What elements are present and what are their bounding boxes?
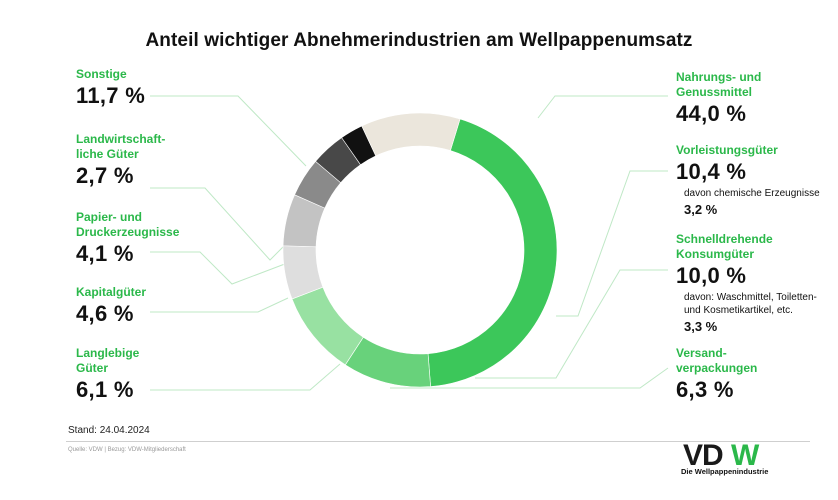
footer-divider: [66, 441, 810, 442]
label-kapitalgueter: Kapitalgüter 4,6 %: [76, 285, 146, 327]
slice-name: Nahrungs- und Genussmittel: [676, 70, 762, 99]
slice-note-value: 3,3 %: [684, 319, 718, 334]
leader-line: [556, 170, 668, 317]
chart-title: Anteil wichtiger Abnehmerindustrien am W…: [145, 30, 693, 51]
label-schnelldrehende-konsumgueter: Schnelldrehende Konsumgüter 10,0 % davon…: [676, 232, 817, 335]
leader-line: [150, 95, 307, 167]
slice-name: Kapitalgüter: [76, 285, 147, 299]
brand-tagline: Die Wellpappenindustrie: [681, 467, 769, 476]
leader-line: [150, 251, 291, 285]
donut-slice: [361, 112, 461, 157]
label-vorleistungsgueter: Vorleistungsgüter 10,4 % davon chemische…: [676, 143, 820, 218]
leader-line: [150, 363, 341, 391]
leader-line: [390, 367, 669, 389]
slice-note: davon: Waschmittel, Toiletten- und Kosme…: [684, 292, 817, 316]
slice-name: Schnelldrehende Konsumgüter: [676, 232, 773, 261]
slice-value: 10,4 %: [676, 159, 747, 184]
slice-value: 6,3 %: [676, 377, 734, 402]
label-langlebige-gueter: Langlebige Güter 6,1 %: [76, 346, 139, 403]
stand-date: Stand: 24.04.2024: [68, 425, 150, 436]
slice-name: Landwirtschaft- liche Güter: [76, 132, 166, 161]
slice-value: 44,0 %: [676, 101, 747, 126]
svg-text:VD: VD: [683, 440, 723, 468]
slice-note-value: 3,2 %: [684, 202, 718, 217]
slice-name: Versand- verpackungen: [676, 346, 758, 375]
label-landwirtschaftliche-gueter: Landwirtschaft- liche Güter 2,7 %: [76, 132, 165, 189]
leader-line: [537, 95, 668, 119]
leader-line: [150, 187, 291, 261]
vdw-logo: VD W: [683, 440, 761, 468]
slice-value: 6,1 %: [76, 377, 134, 402]
leader-line: [150, 297, 289, 313]
source-note: Quelle: VDW | Bezug: VDW-Mitgliederschaf…: [68, 447, 186, 453]
label-versandverpackungen: Versand- verpackungen 6,3 %: [676, 346, 757, 403]
slice-note: davon chemische Erzeugnisse: [684, 188, 820, 199]
slice-name: Langlebige Güter: [76, 346, 140, 375]
label-sonstige: Sonstige 11,7 %: [76, 67, 145, 109]
label-nahrungs-genussmittel: Nahrungs- und Genussmittel 44,0 %: [676, 70, 761, 127]
slice-name: Papier- und Druckerzeugnisse: [76, 210, 180, 239]
slice-value: 10,0 %: [676, 263, 747, 288]
label-papier-druckerzeugnisse: Papier- und Druckerzeugnisse 4,1 %: [76, 210, 179, 267]
slice-value: 2,7 %: [76, 163, 134, 188]
slice-name: Sonstige: [76, 67, 127, 81]
donut-slice: [427, 118, 558, 387]
svg-text:W: W: [731, 440, 760, 468]
slice-value: 4,6 %: [76, 301, 134, 326]
slice-value: 11,7 %: [76, 83, 146, 108]
slice-name: Vorleistungsgüter: [676, 143, 778, 157]
leader-line: [475, 269, 668, 379]
slice-value: 4,1 %: [76, 241, 134, 266]
donut-slice: [291, 286, 364, 366]
